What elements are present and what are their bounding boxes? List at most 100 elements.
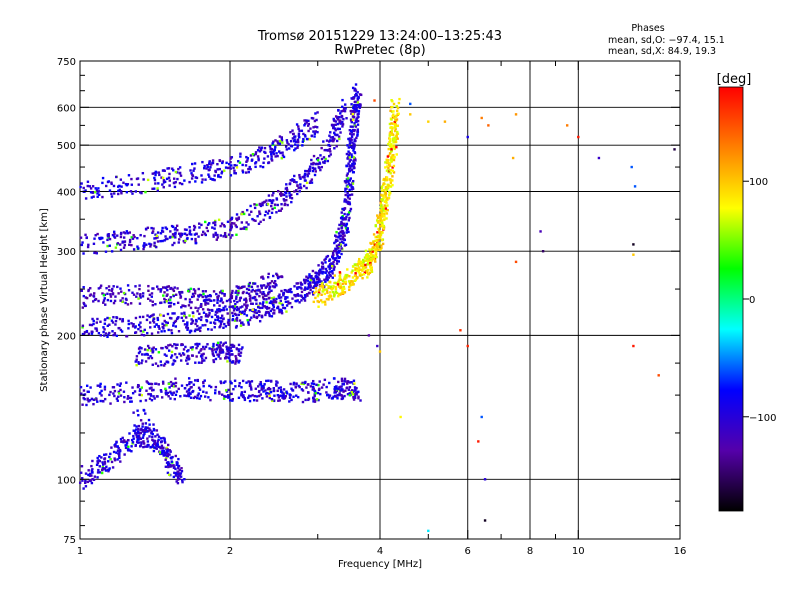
echo-point (257, 158, 260, 162)
echo-point (279, 394, 283, 397)
echo-point (204, 345, 208, 349)
echo-point (263, 146, 267, 150)
echo-point (117, 189, 120, 193)
echo-point (143, 328, 146, 332)
echo-point (371, 250, 374, 253)
echo-point (166, 454, 169, 458)
echo-point (221, 161, 224, 165)
echo-point (93, 475, 97, 478)
echo-point (227, 318, 230, 322)
echo-point (97, 187, 100, 190)
echo-point (367, 334, 371, 337)
echo-point (226, 360, 229, 363)
echo-point (383, 204, 386, 207)
echo-point (258, 306, 262, 310)
echo-point (82, 389, 86, 392)
echo-point (225, 390, 229, 393)
echo-point (396, 137, 399, 140)
echo-point (180, 182, 184, 186)
echo-point (151, 172, 154, 175)
echo-point (240, 212, 243, 216)
echo-point (101, 292, 104, 295)
echo-point (262, 301, 265, 304)
echo-point (169, 380, 173, 384)
echo-point (127, 289, 131, 292)
echo-point (348, 142, 352, 145)
echo-point (231, 399, 234, 402)
echo-point (198, 388, 202, 391)
echo-point (138, 393, 141, 396)
echo-point (135, 358, 138, 361)
echo-point (288, 182, 291, 186)
echo-point (302, 184, 306, 188)
echo-point (201, 354, 204, 357)
echo-point (318, 162, 322, 165)
echo-point (79, 185, 82, 189)
echo-point (169, 397, 172, 400)
echo-point (332, 395, 335, 398)
echo-point (174, 226, 177, 230)
colorbar-gradient (718, 86, 744, 512)
echo-point (136, 292, 139, 295)
echo-point (274, 383, 278, 386)
echo-point (94, 297, 98, 301)
echo-point (316, 162, 320, 166)
echo-point (286, 141, 289, 144)
echo-point (215, 311, 219, 314)
echo-point (243, 312, 246, 316)
echo-point (153, 178, 157, 182)
echo-point (125, 381, 128, 384)
echo-point (378, 231, 381, 234)
echo-point (282, 306, 285, 309)
echo-point (238, 319, 242, 322)
echo-point (231, 345, 234, 348)
echo-point (208, 311, 211, 315)
echo-point (392, 113, 395, 116)
echo-point (326, 254, 330, 258)
echo-point (327, 271, 331, 274)
echo-point (366, 273, 370, 276)
echo-point (177, 464, 180, 468)
echo-point (101, 465, 105, 469)
y-tick-label: 100 (57, 475, 76, 486)
echo-point (391, 175, 394, 178)
echo-point (229, 346, 232, 350)
echo-point (186, 237, 189, 240)
echo-point (353, 138, 356, 141)
echo-point (275, 152, 278, 155)
echo-point (212, 235, 215, 238)
echo-point (483, 478, 487, 481)
echo-point (122, 231, 126, 234)
echo-point (165, 300, 168, 303)
echo-point (250, 210, 253, 213)
echo-point (281, 154, 285, 157)
echo-point (208, 161, 211, 164)
echo-point (84, 189, 87, 192)
echo-point (128, 432, 131, 435)
echo-point (196, 324, 199, 328)
echo-point (285, 188, 289, 192)
echo-point (214, 169, 217, 173)
echo-point (301, 144, 304, 147)
x-tick-label: 2 (227, 546, 233, 557)
echo-point (143, 432, 146, 435)
echo-point (145, 318, 149, 322)
echo-point (148, 397, 152, 400)
echo-point (231, 311, 234, 315)
echo-point (340, 247, 343, 250)
echo-point (342, 292, 345, 295)
echo-point (174, 377, 177, 380)
echo-point (210, 348, 213, 351)
echo-point (213, 219, 217, 223)
echo-point (122, 246, 126, 249)
echo-point (138, 350, 142, 353)
echo-point (160, 346, 163, 350)
echo-point (99, 320, 102, 323)
echo-point (92, 294, 95, 298)
echo-point (162, 294, 165, 297)
echo-point (167, 167, 171, 170)
echo-point (364, 249, 368, 253)
echo-point (211, 161, 214, 165)
echo-point (356, 269, 359, 272)
echo-point (171, 382, 175, 385)
